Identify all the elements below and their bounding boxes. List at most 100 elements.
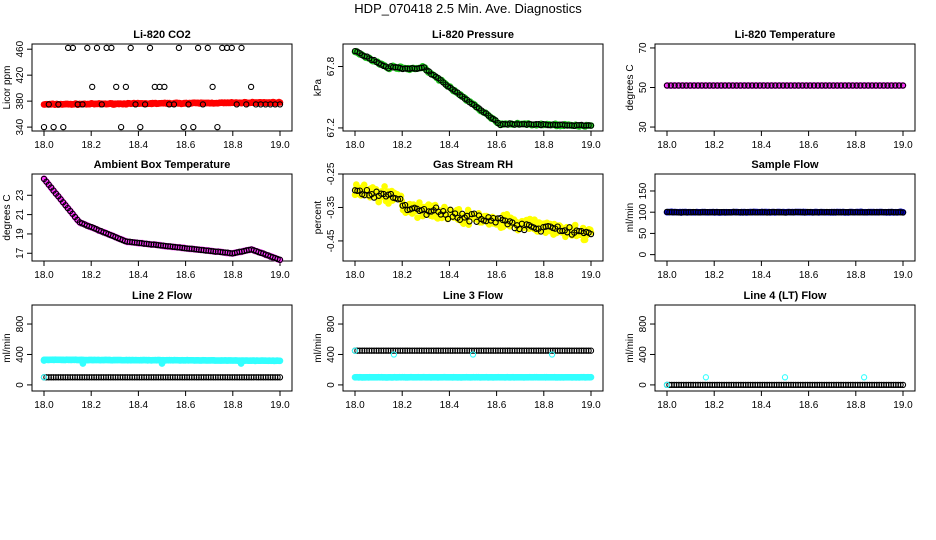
x-tick-label: 19.0	[581, 140, 601, 151]
x-tick-label: 19.0	[270, 270, 290, 281]
series-highc	[351, 347, 556, 358]
data-point	[860, 374, 868, 381]
data-point	[276, 357, 284, 365]
data-point	[40, 374, 48, 381]
data-point	[132, 101, 139, 108]
x-tick-label: 18.6	[487, 270, 507, 281]
x-tick-label: 19.0	[270, 140, 290, 151]
data-point	[276, 374, 284, 381]
y-tick-label: 50	[638, 227, 649, 239]
x-tick-label: 18.0	[345, 270, 365, 281]
x-tick-label: 18.8	[846, 270, 866, 281]
data-point	[698, 82, 705, 89]
data-point	[849, 82, 856, 89]
panel-temp: Li-820 Temperature 18.0 18.2 18.4 18.6 18.8 19…	[625, 29, 916, 151]
series-fill	[40, 98, 284, 108]
data-point	[466, 218, 473, 225]
data-point	[587, 347, 595, 354]
x-tick-label: 18.0	[657, 400, 677, 411]
plot-frame	[342, 304, 604, 392]
data-point	[127, 44, 134, 52]
data-point	[233, 101, 240, 108]
data-point	[238, 44, 245, 52]
data-point	[729, 82, 736, 89]
panel-title: Line 3 Flow	[443, 290, 503, 302]
x-tick-label: 18.0	[657, 140, 677, 151]
data-point	[180, 123, 187, 131]
x-tick-label: 18.2	[81, 270, 101, 281]
data-point	[585, 122, 592, 129]
panel-co2: Li-820 CO2 18.0 18.2 18.4 18.6 18.8 19.0 340 380…	[2, 29, 293, 151]
series-spikes	[663, 374, 868, 389]
y-tick-label: -0.45	[326, 229, 337, 252]
data-point	[420, 205, 428, 213]
data-point	[899, 209, 907, 216]
data-point	[199, 101, 207, 108]
y-axis-label: ml/min	[625, 203, 636, 232]
data-point	[397, 195, 404, 203]
data-point	[587, 373, 595, 381]
y-tick-label: 800	[15, 315, 26, 332]
data-point	[447, 206, 454, 213]
data-point	[706, 82, 713, 89]
data-point	[737, 82, 744, 89]
data-point	[456, 216, 464, 223]
data-point	[764, 82, 771, 89]
data-point	[469, 351, 477, 358]
x-tick-label: 18.2	[81, 140, 101, 151]
plot-frame	[654, 304, 916, 392]
y-axis-label: ml/min	[2, 333, 13, 362]
data-point	[783, 82, 791, 89]
x-tick-label: 18.4	[752, 140, 772, 151]
data-point	[868, 82, 876, 89]
data-point	[781, 374, 789, 381]
data-point	[40, 357, 48, 364]
x-tick-label: 18.6	[799, 140, 819, 151]
y-tick-label: 460	[15, 40, 26, 57]
data-point	[276, 101, 284, 108]
series-avg	[351, 47, 595, 130]
y-tick-label: 17	[15, 247, 26, 259]
y-tick-label: 70	[638, 42, 649, 54]
data-point	[360, 181, 368, 189]
y-tick-label: 100	[638, 203, 649, 220]
data-point	[84, 44, 91, 52]
data-point	[872, 82, 880, 89]
y-tick-label: 0	[638, 251, 649, 257]
data-point	[214, 123, 221, 131]
y-axis-label: kPa	[313, 78, 324, 96]
series-avg	[351, 186, 595, 238]
data-point	[897, 209, 904, 216]
data-point	[548, 351, 556, 358]
series-avg	[663, 208, 907, 216]
data-point	[897, 381, 904, 389]
data-point	[865, 82, 872, 89]
y-tick-label: 23	[15, 189, 26, 201]
series-fill	[351, 47, 595, 130]
data-point	[381, 183, 388, 190]
data-point	[378, 190, 385, 197]
x-tick-label: 19.0	[581, 400, 601, 411]
x-tick-label: 18.0	[345, 140, 365, 151]
data-point	[394, 196, 402, 203]
data-point	[822, 82, 829, 89]
x-tick-label: 18.0	[345, 400, 365, 411]
data-point	[161, 83, 168, 91]
x-tick-label: 18.2	[392, 270, 412, 281]
y-axis-label: ml/min	[313, 333, 324, 362]
data-point	[663, 381, 671, 389]
data-point	[473, 218, 480, 225]
data-point	[390, 351, 398, 358]
x-tick-label: 18.8	[846, 140, 866, 151]
y-tick-label: 340	[15, 118, 26, 135]
plot-frame	[31, 304, 293, 392]
data-point	[837, 82, 845, 89]
data-point	[521, 226, 528, 234]
data-point	[671, 82, 678, 89]
data-point	[899, 381, 907, 389]
data-point	[55, 101, 62, 108]
data-point	[194, 44, 202, 52]
data-point	[509, 219, 516, 226]
data-point	[694, 82, 702, 89]
